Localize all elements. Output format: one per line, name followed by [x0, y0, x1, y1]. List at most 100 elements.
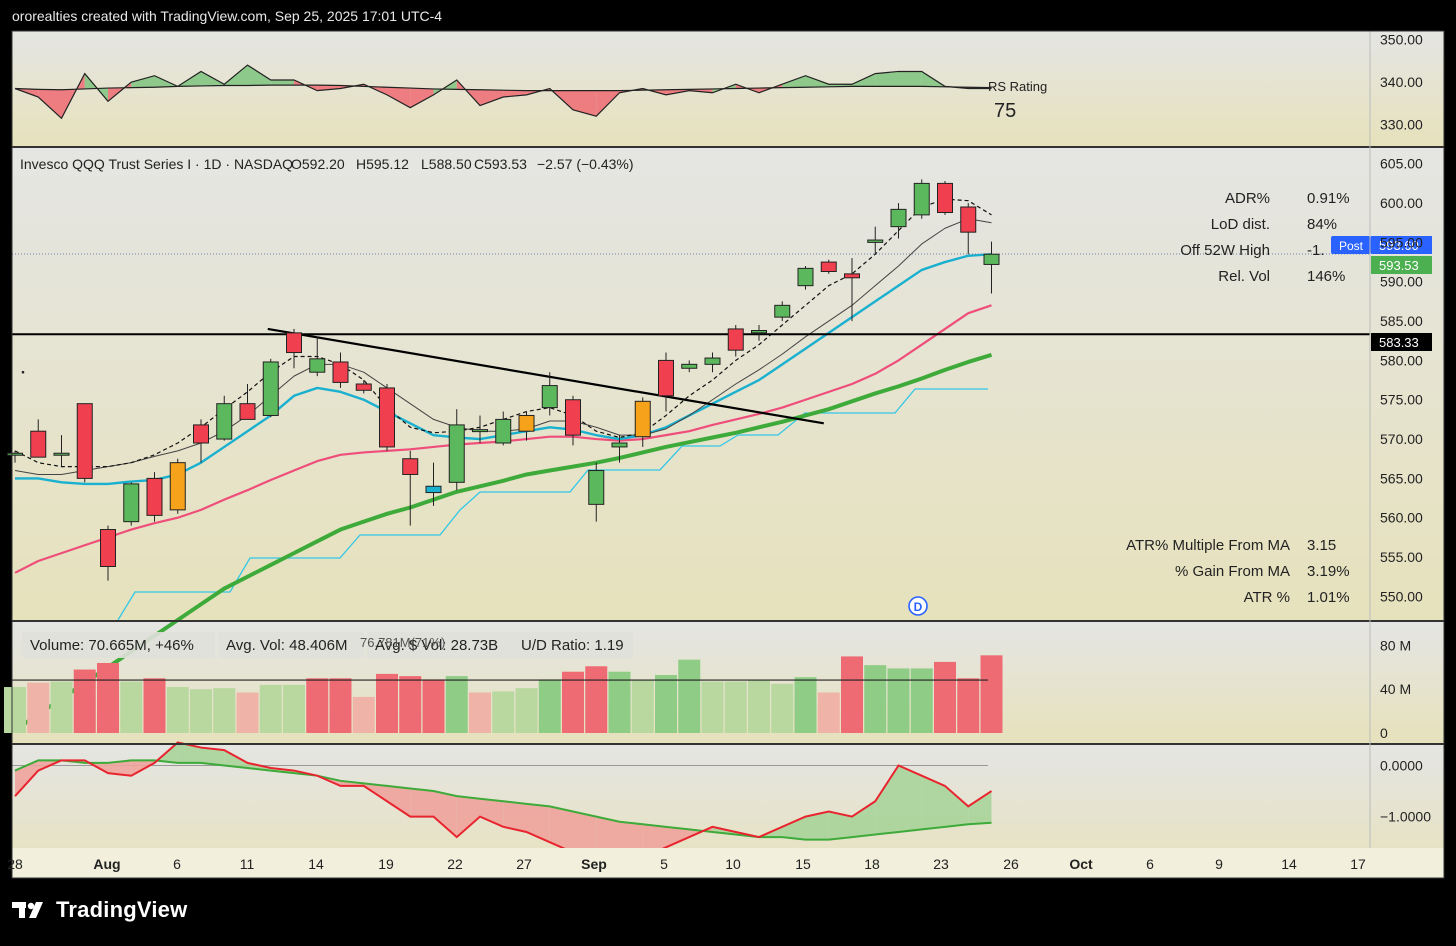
- x-axis-tick: 11: [240, 856, 255, 872]
- osc-fill-segment: [433, 791, 457, 838]
- volume-bar: [329, 678, 352, 733]
- price-legend-ohlc: C593.53: [474, 156, 527, 172]
- osc-fill-segment: [410, 788, 434, 817]
- candle-body: [774, 304, 791, 318]
- rs-fill-segment: [387, 87, 411, 108]
- x-axis-tick: 18: [864, 856, 880, 872]
- rs-fill-segment: [317, 85, 341, 91]
- candle: [565, 395, 581, 446]
- price-axis-tick: 590.00: [1380, 274, 1423, 290]
- candle: [7, 450, 23, 463]
- osc-fill-segment: [456, 796, 480, 838]
- osc-fill-segment: [108, 760, 132, 776]
- candle-body: [960, 206, 977, 233]
- price-legend-ohlc: O592.20: [291, 156, 345, 172]
- osc-fill-segment: [596, 816, 620, 858]
- stat-value: 84%: [1307, 216, 1337, 233]
- stat-label: Off 52W High: [1180, 242, 1270, 259]
- tradingview-brand[interactable]: TradingView: [12, 897, 187, 923]
- volume-bar: [608, 671, 631, 733]
- stat-label: Rel. Vol: [1218, 268, 1270, 285]
- osc-fill-segment: [387, 785, 411, 817]
- rs-fill-segment: [131, 75, 155, 88]
- x-axis-tick: Sep: [581, 856, 607, 872]
- candle: [379, 384, 395, 451]
- price-axis-tick: 605.00: [1380, 156, 1423, 172]
- stat-value-bottom: 3.19%: [1307, 563, 1350, 580]
- horizontal-line-tag: [1371, 333, 1432, 351]
- candle: [30, 419, 47, 458]
- volume-bar: [910, 668, 933, 733]
- osc-fill-segment: [782, 816, 806, 840]
- x-axis-tick: 19: [378, 856, 394, 872]
- volume-bar: [817, 692, 840, 733]
- osc-fill-segment: [15, 760, 39, 797]
- osc-fill-segment: [526, 803, 550, 843]
- candle: [983, 241, 1000, 294]
- volume-bar: [515, 688, 538, 733]
- volume-bar: [631, 680, 654, 733]
- rs-fill-segment: [573, 90, 597, 117]
- volume-overlay-text: 76.781M(71%): [360, 635, 445, 650]
- candle: [495, 411, 512, 446]
- candle: [820, 259, 837, 274]
- candle-body: [727, 328, 744, 351]
- candle-body: [239, 403, 256, 420]
- volume-bar: [538, 679, 561, 733]
- volume-bar: [864, 665, 887, 733]
- volume-bar: [794, 677, 817, 733]
- candle: [518, 411, 535, 441]
- candle: [100, 525, 116, 581]
- x-axis-tick: 10: [725, 856, 741, 872]
- candle-body: [169, 462, 186, 511]
- volume-legend-text: U/D Ratio: 1.19: [521, 637, 624, 654]
- candle: [890, 203, 907, 239]
- candle-body: [379, 387, 395, 448]
- volume-bar: [841, 656, 863, 733]
- volume-bar: [190, 689, 212, 733]
- rs-axis-tick: 340.00: [1380, 74, 1423, 90]
- price-axis-tick: 600.00: [1380, 195, 1423, 211]
- osc-fill-segment: [224, 750, 248, 769]
- price-axis-tick: 595.00: [1380, 234, 1423, 250]
- price-legend-ohlc: −2.57 (−0.43%): [537, 156, 634, 172]
- post-tag-badge: [1331, 236, 1371, 254]
- volume-axis-tick: 40 M: [1380, 681, 1411, 697]
- x-axis-tick: 28: [7, 856, 23, 872]
- rs-axis-tick: 330.00: [1380, 117, 1423, 133]
- candle-body: [983, 253, 1000, 265]
- candle-body: [820, 261, 837, 273]
- candle: [216, 395, 233, 441]
- candle: [332, 352, 349, 388]
- candle-body: [937, 182, 953, 214]
- price-legend-ohlc: H595.12: [356, 156, 409, 172]
- price-axis-tick: 560.00: [1380, 510, 1423, 526]
- volume-bar: [678, 659, 701, 733]
- volume-legend-box: [367, 632, 515, 658]
- candle: [774, 301, 791, 322]
- candle-body: [286, 332, 302, 354]
- candle: [169, 458, 186, 514]
- x-axis-strip: [12, 848, 1444, 878]
- osc-fill-segment: [201, 747, 225, 766]
- volume-bar: [562, 671, 584, 733]
- osc-slow-line: [14, 759, 992, 841]
- x-axis-tick: 6: [1146, 856, 1154, 872]
- osc-fill-segment: [480, 798, 504, 827]
- candle-body: [309, 358, 326, 373]
- volume-bar: [771, 683, 794, 733]
- stat-value: 146%: [1307, 268, 1345, 285]
- candle-body: [146, 477, 163, 516]
- dividend-marker-label: D: [914, 600, 923, 614]
- candle-body: [332, 361, 349, 383]
- candle-body: [425, 485, 442, 494]
- candle: [472, 415, 488, 443]
- price-axis-tick: 555.00: [1380, 549, 1423, 565]
- volume-bar: [143, 678, 166, 733]
- candle-body: [611, 442, 628, 448]
- osc-fast-line: [14, 741, 993, 859]
- volume-legend-text: Avg. $ Vol: 28.73B: [375, 637, 498, 654]
- volume-bar: [213, 688, 236, 733]
- volume-bar: [748, 680, 770, 733]
